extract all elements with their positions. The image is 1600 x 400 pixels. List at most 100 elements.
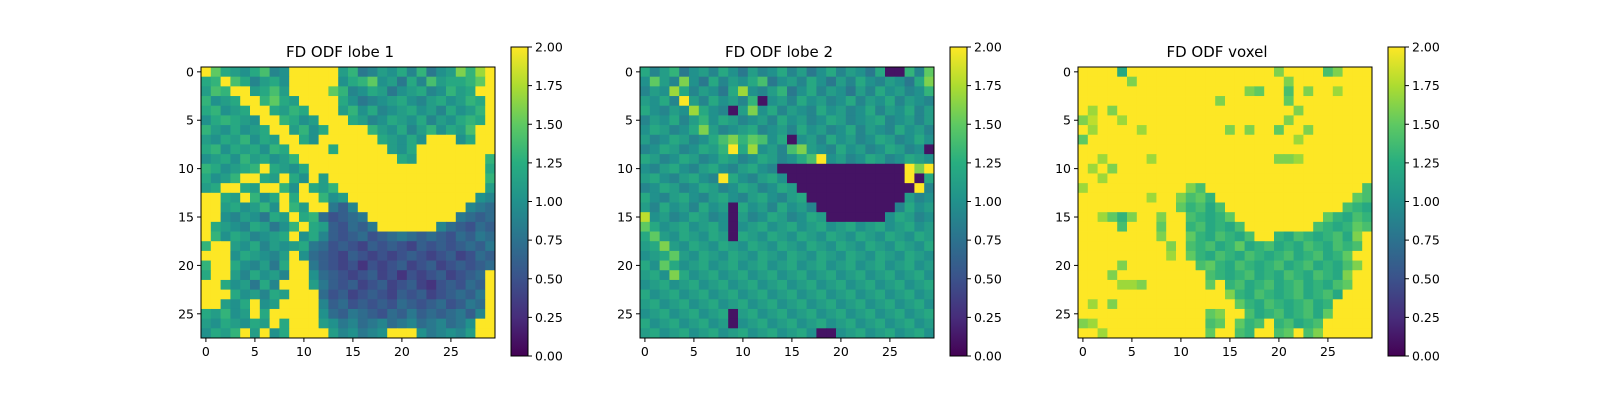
heatmap-cell — [875, 299, 886, 310]
heatmap-cell — [299, 318, 310, 329]
heatmap-cell — [1225, 212, 1236, 223]
heatmap-cell — [1303, 125, 1314, 136]
heatmap-cell — [757, 154, 768, 165]
heatmap-cell — [816, 308, 827, 320]
heatmap-cell — [348, 328, 359, 339]
heatmap-cell — [1332, 212, 1343, 223]
heatmap-cell — [377, 86, 388, 97]
heatmap-cell — [708, 231, 719, 242]
heatmap-cell — [757, 163, 768, 174]
heatmap-cell — [220, 173, 231, 184]
heatmap-cell — [426, 67, 437, 78]
heatmap-cell — [1078, 76, 1089, 87]
heatmap-cell — [806, 299, 817, 310]
heatmap-cell — [738, 289, 749, 300]
chart-title: FD ODF voxel — [1166, 43, 1267, 61]
heatmap-cell — [1176, 231, 1187, 242]
heatmap-cells — [1078, 67, 1373, 339]
heatmap-cell — [806, 250, 817, 261]
heatmap-cell — [475, 328, 486, 339]
heatmap-cell — [318, 105, 329, 116]
heatmap-cell — [894, 231, 905, 242]
heatmap-cell — [1185, 154, 1196, 165]
heatmap-cell — [308, 76, 319, 87]
heatmap-cell — [679, 86, 690, 97]
heatmap-cell — [318, 221, 329, 232]
heatmap-cell — [1274, 183, 1285, 194]
heatmap-cell — [318, 202, 329, 213]
heatmap-cell — [1078, 270, 1089, 281]
heatmap-cell — [250, 154, 261, 165]
heatmap-cell — [689, 154, 700, 165]
heatmap-cell — [299, 134, 310, 145]
heatmap-cell — [1185, 260, 1196, 271]
heatmap-cell — [1127, 96, 1138, 107]
heatmap-cell — [338, 202, 349, 213]
heatmap-cell — [1332, 67, 1343, 78]
heatmap-cell — [708, 67, 719, 78]
heatmap-cell — [406, 86, 417, 97]
heatmap-cell — [210, 250, 221, 261]
heatmap-cell — [338, 212, 349, 223]
heatmap-cell — [240, 183, 251, 194]
heatmap-cell — [796, 134, 807, 145]
heatmap-cell — [387, 67, 398, 78]
heatmap-cell — [210, 279, 221, 291]
heatmap-cell — [640, 202, 651, 213]
heatmap-cell — [816, 86, 827, 97]
heatmap-cell — [757, 96, 768, 107]
heatmap-cell — [1215, 105, 1226, 116]
heatmap-cell — [436, 299, 447, 310]
heatmap-cell — [289, 289, 300, 300]
heatmap-cell — [348, 144, 359, 155]
heatmap-cell — [1264, 250, 1275, 261]
heatmap-cell — [485, 86, 496, 97]
heatmap-cell — [1127, 67, 1138, 78]
heatmap-cell — [669, 115, 680, 126]
heatmap-cell — [669, 134, 680, 145]
heatmap-cell — [777, 76, 788, 87]
heatmap-cell — [426, 125, 437, 136]
heatmap-cell — [328, 231, 339, 242]
heatmap-cell — [924, 173, 935, 184]
heatmap-cell — [885, 328, 896, 339]
heatmap-cell — [210, 144, 221, 155]
heatmap-cell — [669, 308, 680, 320]
heatmap-cell — [318, 250, 329, 261]
heatmap-cell — [308, 318, 319, 329]
heatmap-cell — [1176, 299, 1187, 310]
heatmap-cell — [1166, 154, 1177, 165]
heatmap-cell — [1293, 299, 1304, 310]
heatmap-cell — [465, 105, 476, 116]
heatmap-cell — [924, 318, 935, 329]
heatmap-cell — [757, 279, 768, 291]
heatmap-cell — [1146, 76, 1157, 87]
heatmap-cell — [1117, 154, 1128, 165]
heatmap-cell — [767, 105, 778, 116]
heatmap-cell — [289, 279, 300, 291]
heatmap-cell — [924, 202, 935, 213]
heatmap-cell — [230, 299, 241, 310]
heatmap-cell — [777, 183, 788, 194]
heatmap-cell — [397, 76, 408, 87]
heatmap-cell — [1195, 270, 1206, 281]
heatmap-cell — [924, 134, 935, 145]
heatmap-cell — [669, 154, 680, 165]
heatmap-cell — [318, 144, 329, 155]
heatmap-cell — [377, 154, 388, 165]
heatmap-cell — [1323, 144, 1334, 155]
heatmap-cell — [269, 76, 280, 87]
heatmap-cell — [1166, 212, 1177, 223]
heatmap-cell — [816, 250, 827, 261]
heatmap-cell — [201, 192, 212, 203]
heatmap-cell — [1244, 221, 1255, 232]
heatmap-cell — [1136, 289, 1147, 300]
heatmap-cell — [1127, 270, 1138, 281]
heatmap-cell — [1156, 86, 1167, 97]
heatmap-cell — [640, 173, 651, 184]
heatmap-cell — [1283, 270, 1294, 281]
heatmap-cell — [455, 241, 466, 252]
heatmap-cell — [738, 279, 749, 291]
heatmap-cell — [698, 318, 709, 329]
heatmap-cell — [426, 241, 437, 252]
